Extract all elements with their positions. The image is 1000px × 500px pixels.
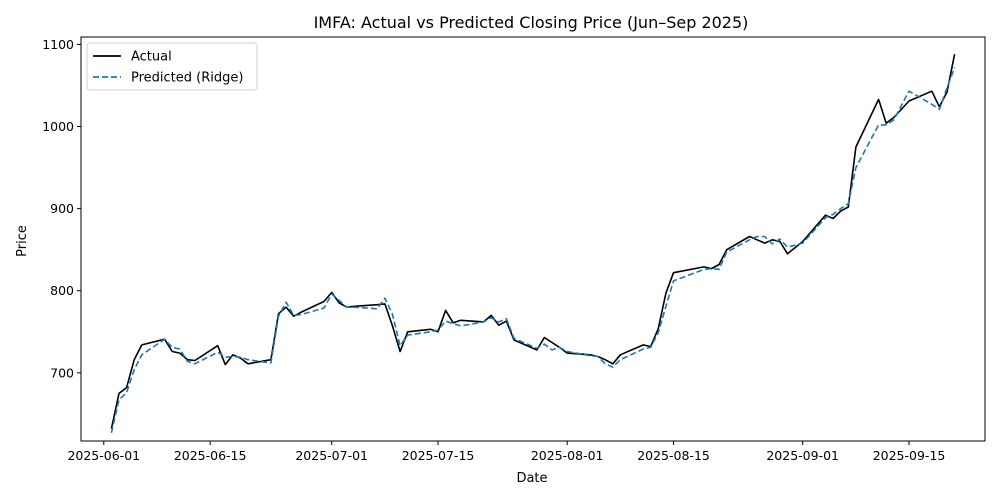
x-tick-label: 2025-07-01 (295, 448, 368, 463)
legend-label: Predicted (Ridge) (131, 71, 243, 86)
y-tick-label: 800 (50, 283, 74, 298)
x-axis-label: Date (516, 471, 547, 486)
x-tick-label: 2025-07-15 (402, 448, 475, 463)
y-tick-label: 900 (50, 201, 74, 216)
series-line-predicted (110, 67, 956, 433)
x-tick-label: 2025-06-01 (67, 448, 140, 463)
series-layer (110, 54, 956, 433)
plot-frame (80, 36, 986, 442)
y-axis: 700 800 900 1000 1100 (42, 37, 81, 380)
y-tick-label: 1000 (42, 119, 74, 134)
legend-box (86, 42, 258, 91)
x-tick-label: 2025-08-01 (531, 448, 604, 463)
x-tick-label: 2025-08-15 (637, 448, 710, 463)
x-tick-label: 2025-09-01 (766, 448, 839, 463)
y-tick-label: 1100 (42, 37, 74, 52)
y-tick-label: 700 (50, 365, 74, 380)
y-axis-label: Price (15, 225, 30, 257)
x-tick-label: 2025-09-15 (873, 448, 946, 463)
series-line-actual (110, 54, 956, 429)
x-tick-label: 2025-06-15 (174, 448, 247, 463)
legend-label: Actual (131, 50, 172, 65)
chart-title: IMFA: Actual vs Predicted Closing Price … (314, 13, 749, 32)
legend: Actual Predicted (Ridge) (86, 42, 258, 91)
x-axis: 2025-06-01 2025-06-15 2025-07-01 2025-07-15… (67, 441, 945, 463)
